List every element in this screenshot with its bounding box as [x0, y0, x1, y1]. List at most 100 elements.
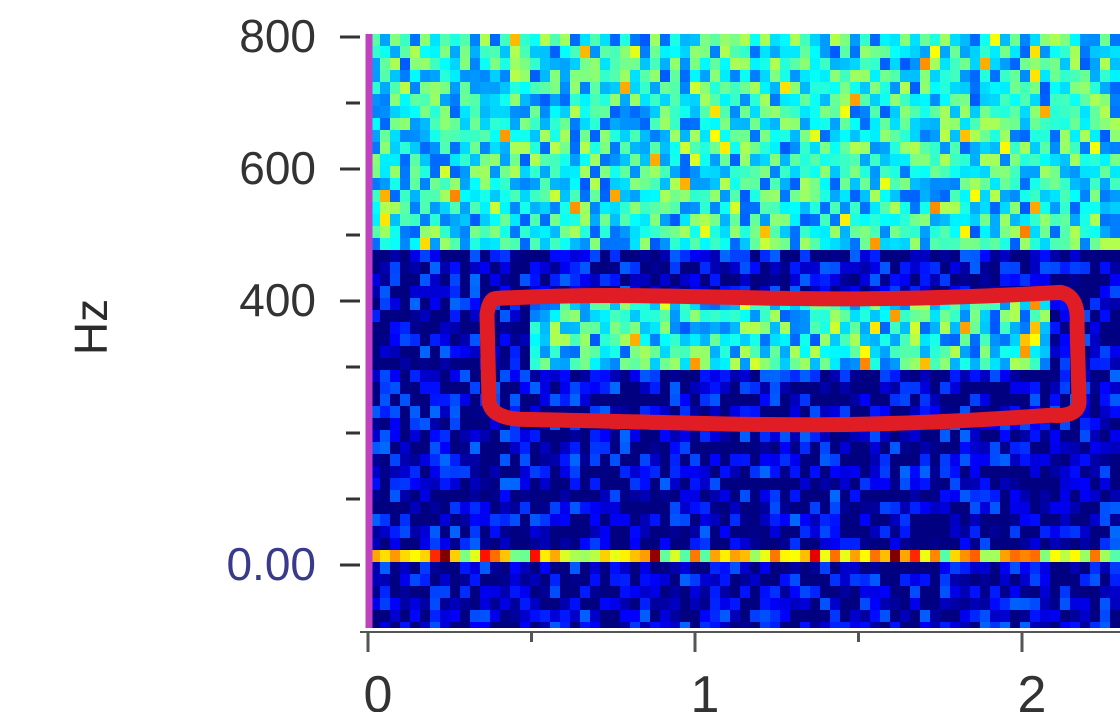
spectrogram-cell — [1000, 442, 1011, 455]
spectrogram-cell — [620, 322, 631, 335]
spectrogram-cell — [390, 574, 401, 587]
spectrogram-cell — [390, 34, 401, 47]
spectrogram-cell — [460, 418, 471, 431]
spectrogram-cell — [540, 538, 551, 551]
spectrogram-cell — [760, 430, 771, 443]
spectrogram-cell — [530, 502, 541, 515]
spectrogram-cell — [400, 106, 411, 119]
y-tick-label: 0.00 — [226, 538, 316, 590]
spectrogram-cell — [420, 94, 431, 107]
spectrogram-cell — [500, 118, 511, 131]
spectrogram-cell — [420, 454, 431, 467]
spectrogram-cell — [1080, 346, 1091, 359]
spectrogram-cell — [730, 622, 741, 628]
spectrogram-cell — [940, 106, 951, 119]
spectrogram-cell — [920, 106, 931, 119]
spectrogram-cell — [800, 346, 811, 359]
spectrogram-cell — [730, 106, 741, 119]
spectrogram-cell — [800, 190, 811, 203]
spectrogram-cell — [1030, 346, 1041, 359]
spectrogram-cell — [470, 250, 481, 263]
spectrogram-cell — [1010, 262, 1021, 275]
spectrogram-cell — [820, 178, 831, 191]
spectrogram-cell — [850, 190, 861, 203]
spectrogram-cell — [390, 622, 401, 628]
spectrogram-cell — [620, 118, 631, 131]
spectrogram-cell — [390, 58, 401, 71]
spectrogram-cell — [400, 490, 411, 503]
spectrogram-cell — [760, 610, 771, 623]
spectrogram-cell — [920, 370, 931, 383]
spectrogram-cell — [570, 370, 581, 383]
spectrogram-cell — [710, 178, 721, 191]
spectrogram-cell — [590, 226, 601, 239]
spectrogram-cell — [740, 394, 751, 407]
spectrogram-cell — [870, 526, 881, 539]
spectrogram-cell — [630, 70, 641, 83]
spectrogram-cell — [810, 322, 821, 335]
spectrogram-cell — [840, 70, 851, 83]
spectrogram-cell — [700, 574, 711, 587]
spectrogram-cell — [730, 562, 741, 575]
spectrogram-cell — [770, 322, 781, 335]
spectrogram-cell — [380, 382, 391, 395]
spectrogram-cell — [460, 286, 471, 299]
spectrogram-cell — [770, 274, 781, 287]
spectrogram-cell — [740, 310, 751, 323]
spectrogram-cell — [1000, 514, 1011, 527]
spectrogram-cell — [940, 238, 951, 251]
spectrogram-cell — [610, 574, 621, 587]
spectrogram-cell — [480, 454, 491, 467]
spectrogram-cell — [560, 82, 571, 95]
spectrogram-cell — [880, 526, 891, 539]
spectrogram-cell — [470, 454, 481, 467]
spectrogram-cell — [420, 514, 431, 527]
spectrogram-cell — [820, 34, 831, 47]
spectrogram-cell — [520, 454, 531, 467]
spectrogram-cell — [470, 406, 481, 419]
spectrogram-cell — [610, 274, 621, 287]
spectrogram-cell — [460, 202, 471, 215]
spectrogram-cell — [560, 58, 571, 71]
spectrogram-cell — [1000, 274, 1011, 287]
spectrogram-cell — [680, 490, 691, 503]
spectrogram-cell — [690, 214, 701, 227]
spectrogram-cell — [380, 274, 391, 287]
spectrogram-cell — [1050, 58, 1061, 71]
spectrogram-cell — [480, 610, 491, 623]
spectrogram-cell — [710, 382, 721, 395]
spectrogram-cell — [720, 358, 731, 371]
spectrogram-cell — [960, 598, 971, 611]
spectrogram-cell — [1110, 262, 1120, 275]
spectrogram-cell — [420, 502, 431, 515]
spectrogram-cell — [410, 130, 421, 143]
spectrogram-cell — [1100, 526, 1111, 539]
spectrogram-cell — [900, 346, 911, 359]
spectrogram-cell — [1080, 562, 1091, 575]
spectrogram-cell — [1040, 154, 1051, 167]
spectrogram-cell — [1050, 166, 1061, 179]
spectrogram-cell — [610, 190, 621, 203]
spectrogram-cell — [1090, 130, 1101, 143]
spectrogram-cell — [420, 574, 431, 587]
spectrogram-cell — [1030, 622, 1041, 628]
spectrogram-cell — [430, 526, 441, 539]
spectrogram-cell — [820, 70, 831, 83]
spectrogram-cell — [900, 610, 911, 623]
spectrogram-cell — [950, 106, 961, 119]
spectrogram-cell — [730, 550, 741, 563]
spectrogram-cell — [910, 598, 921, 611]
spectrogram-cell — [600, 370, 611, 383]
spectrogram-cell — [540, 82, 551, 95]
spectrogram-cell — [980, 598, 991, 611]
spectrogram-cell — [840, 58, 851, 71]
spectrogram-cell — [620, 106, 631, 119]
spectrogram-cell — [970, 34, 981, 47]
spectrogram-cell — [540, 394, 551, 407]
spectrogram-cell — [430, 70, 441, 83]
spectrogram-cell — [900, 142, 911, 155]
spectrogram-cell — [910, 502, 921, 515]
spectrogram-cell — [710, 550, 721, 563]
spectrogram-cell — [820, 250, 831, 263]
spectrogram-cell — [920, 118, 931, 131]
